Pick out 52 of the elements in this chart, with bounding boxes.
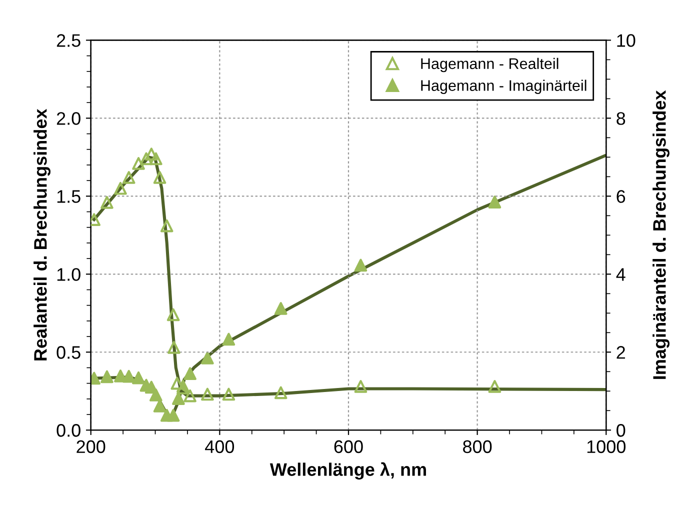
point <box>170 376 184 390</box>
point <box>201 388 214 401</box>
point <box>274 386 288 400</box>
point <box>184 367 196 380</box>
x-tick-label: 800 <box>463 440 492 454</box>
point <box>122 370 136 383</box>
point <box>149 152 162 166</box>
point <box>153 171 166 184</box>
legend-label: Hagemann - Realteil <box>421 58 558 72</box>
point <box>168 341 180 354</box>
point <box>153 400 166 412</box>
y2-axis-title: Imaginäranteil d. Brechungsindex <box>652 90 670 379</box>
point <box>100 196 114 209</box>
point <box>222 388 236 401</box>
legend-label: Hagemann - Imaginärteil <box>421 80 586 94</box>
y2-tick-label: 4 <box>616 268 626 281</box>
point <box>100 370 114 384</box>
point <box>160 219 174 232</box>
y-axis-title: Realanteil d. Brechungsindex <box>34 108 50 360</box>
point <box>144 148 158 160</box>
point <box>222 332 236 346</box>
y-tick-label: 2.0 <box>56 112 80 125</box>
x-tick-label: 600 <box>334 440 363 454</box>
point <box>149 388 162 402</box>
point <box>201 352 214 364</box>
x-tick-label: 200 <box>76 440 106 454</box>
y2-tick-label: 2 <box>616 346 625 359</box>
y-tick-label: 1.0 <box>57 268 80 281</box>
point <box>488 380 502 393</box>
y-tick-label: 0.5 <box>56 346 80 359</box>
y-tick-label: 0.0 <box>56 424 80 437</box>
point <box>274 302 288 315</box>
point <box>132 156 145 170</box>
y2-tick-label: 6 <box>616 190 626 203</box>
point <box>122 171 136 184</box>
point <box>114 182 127 195</box>
point <box>132 371 145 384</box>
point <box>354 380 368 393</box>
x-axis-title: Wellenlänge λ, nm <box>270 462 426 480</box>
point <box>166 308 180 322</box>
point <box>488 196 502 208</box>
point <box>166 408 180 422</box>
x-tick-label: 400 <box>205 440 234 454</box>
y-tick-label: 2.5 <box>56 34 80 47</box>
y2-tick-label: 10 <box>617 34 636 47</box>
x-tick-label: 1000 <box>587 440 626 454</box>
point <box>184 389 196 402</box>
point <box>354 258 368 272</box>
y2-tick-label: 8 <box>616 112 626 125</box>
y2-tick-label: 0 <box>616 424 626 437</box>
point <box>140 152 153 166</box>
y-tick-label: 1.5 <box>57 190 80 203</box>
